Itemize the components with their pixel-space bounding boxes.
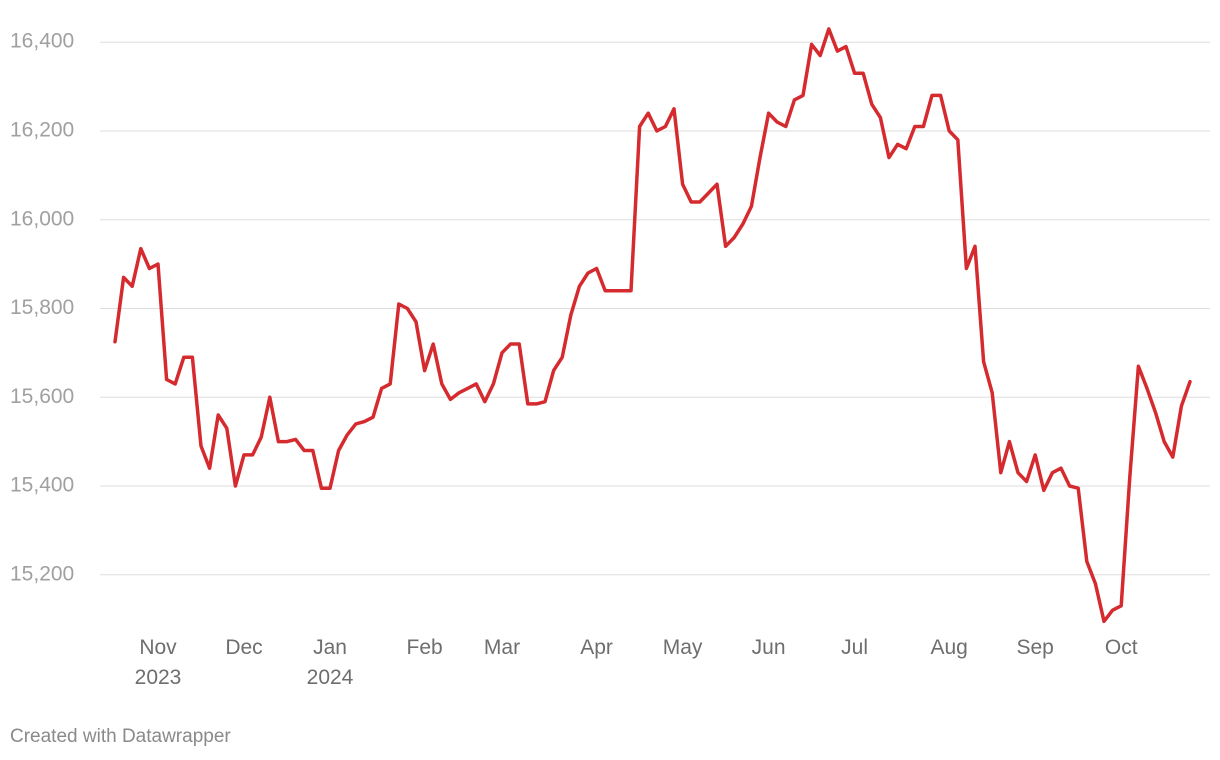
x-tick-label: Aug (931, 636, 968, 659)
x-tick-label: Sep (1017, 636, 1054, 659)
x-tick-label: Dec (225, 636, 262, 659)
y-tick-label: 16,200 (10, 118, 74, 141)
y-tick-label: 15,600 (10, 385, 74, 408)
x-tick-label: May (663, 636, 703, 659)
x-tick-label: Jan 2024 (307, 636, 354, 689)
y-tick-label: 15,800 (10, 296, 74, 319)
y-tick-label: 15,200 (10, 562, 74, 585)
credit: Created with Datawrapper (10, 726, 231, 747)
x-tick-label: Oct (1105, 636, 1138, 659)
x-tick-label: Feb (407, 636, 443, 659)
x-tick-label: Apr (580, 636, 613, 659)
y-tick-label: 16,000 (10, 207, 74, 230)
line (113, 27, 1192, 624)
x-tick-label: Nov 2023 (135, 636, 182, 689)
y-tick-label: 15,400 (10, 474, 74, 497)
x-tick-label: Jul (841, 636, 868, 659)
x-tick-label: Jun (752, 636, 786, 659)
y-tick-label: 16,400 (10, 30, 74, 53)
x-tick-label: Mar (484, 636, 520, 659)
